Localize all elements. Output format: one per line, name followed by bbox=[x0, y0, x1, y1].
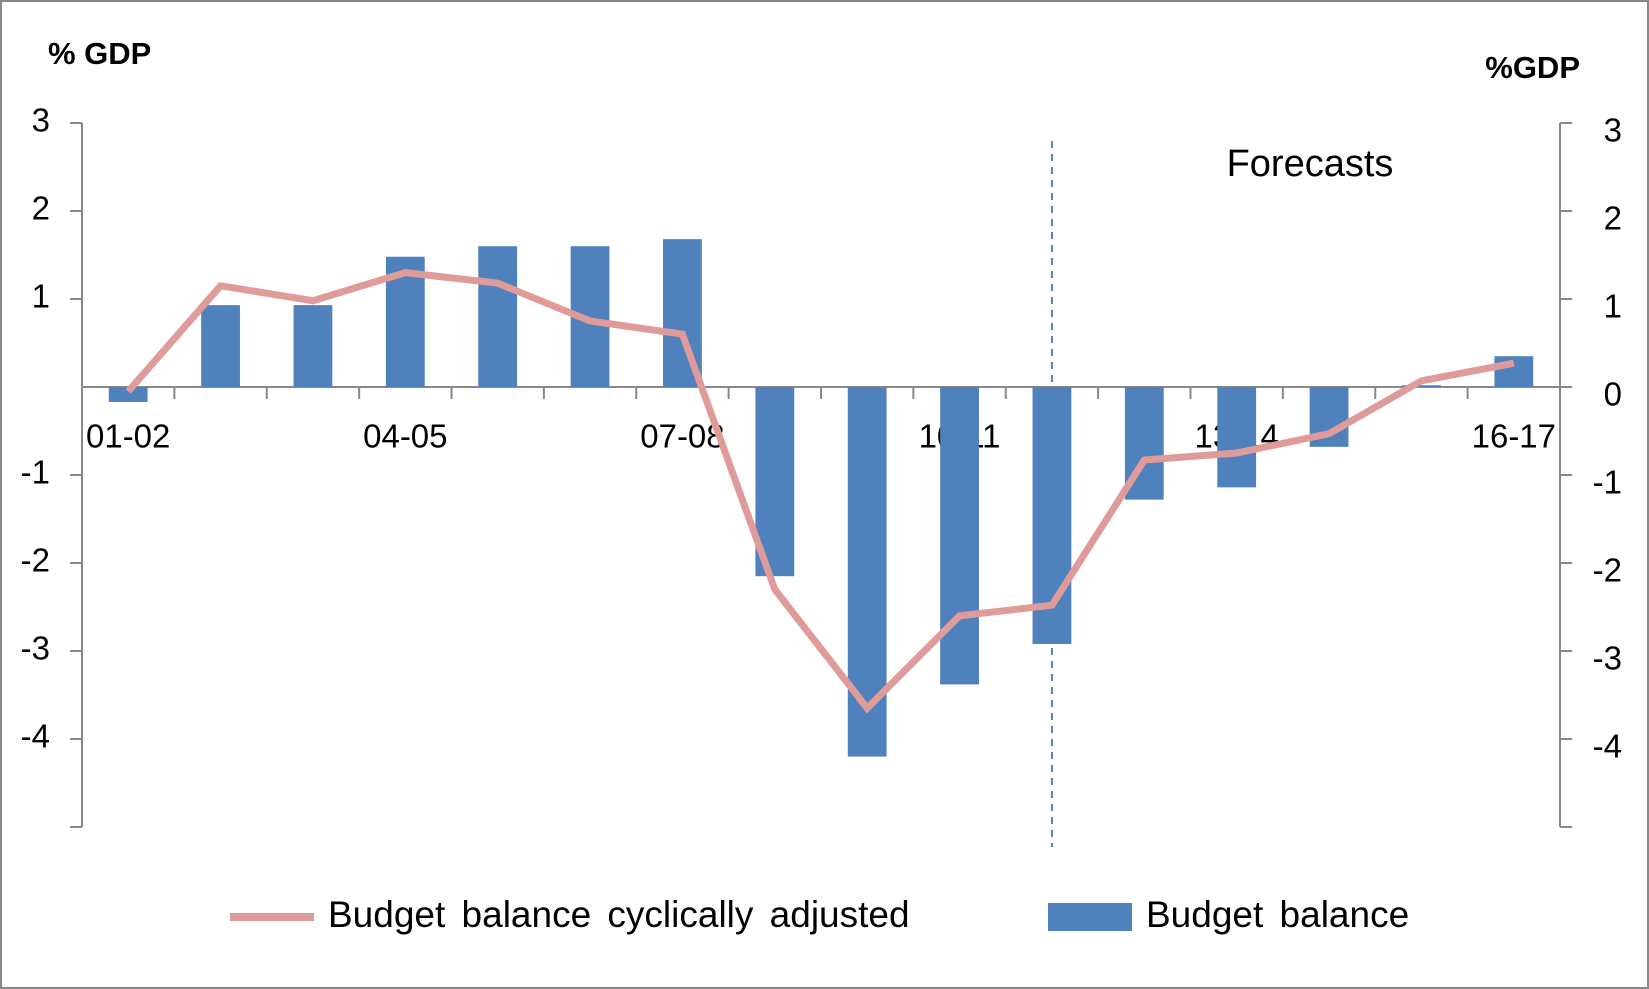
bar bbox=[1494, 356, 1534, 387]
x-tick-label: 01-02 bbox=[86, 418, 170, 455]
y-axis-label: % GDP bbox=[48, 36, 151, 71]
annotation: Forecasts bbox=[1227, 143, 1394, 185]
bar bbox=[1217, 387, 1257, 488]
y-tick-label: 1 bbox=[32, 278, 50, 315]
y2-tick-label: -4 bbox=[1593, 728, 1622, 765]
x-tick-label: 07-08 bbox=[640, 418, 724, 455]
legend-label: Budget balance cyclically adjusted bbox=[328, 894, 910, 935]
x-tick-label: 04-05 bbox=[363, 418, 447, 455]
bar bbox=[201, 305, 240, 387]
bar bbox=[293, 305, 333, 387]
bar bbox=[1402, 385, 1441, 387]
y2-tick-label: 1 bbox=[1604, 288, 1622, 325]
y2-tick-label: 3 bbox=[1604, 112, 1622, 149]
y-tick-label: -2 bbox=[21, 542, 50, 579]
y-tick-label: -3 bbox=[21, 630, 50, 667]
legend-label: Budget balance bbox=[1146, 894, 1409, 935]
bar bbox=[940, 387, 979, 685]
x-tick-label: 16-17 bbox=[1472, 418, 1556, 455]
y2-tick-label: -1 bbox=[1593, 464, 1622, 501]
bar bbox=[847, 387, 887, 757]
y-tick-label: -4 bbox=[21, 718, 50, 755]
y-tick-label: -1 bbox=[21, 454, 50, 491]
bar bbox=[478, 246, 518, 387]
y2-tick-label: -2 bbox=[1593, 552, 1622, 589]
bar bbox=[108, 387, 148, 402]
legend-swatch bbox=[1048, 903, 1132, 931]
y-tick-label: 3 bbox=[32, 102, 50, 139]
y2-tick-label: 2 bbox=[1604, 200, 1622, 237]
y2-tick-label: -3 bbox=[1593, 640, 1622, 677]
line bbox=[125, 269, 1515, 714]
y2-tick-label: 0 bbox=[1604, 376, 1622, 413]
y2-axis-label: %GDP bbox=[1485, 50, 1580, 85]
y-tick-label: 2 bbox=[32, 190, 50, 227]
